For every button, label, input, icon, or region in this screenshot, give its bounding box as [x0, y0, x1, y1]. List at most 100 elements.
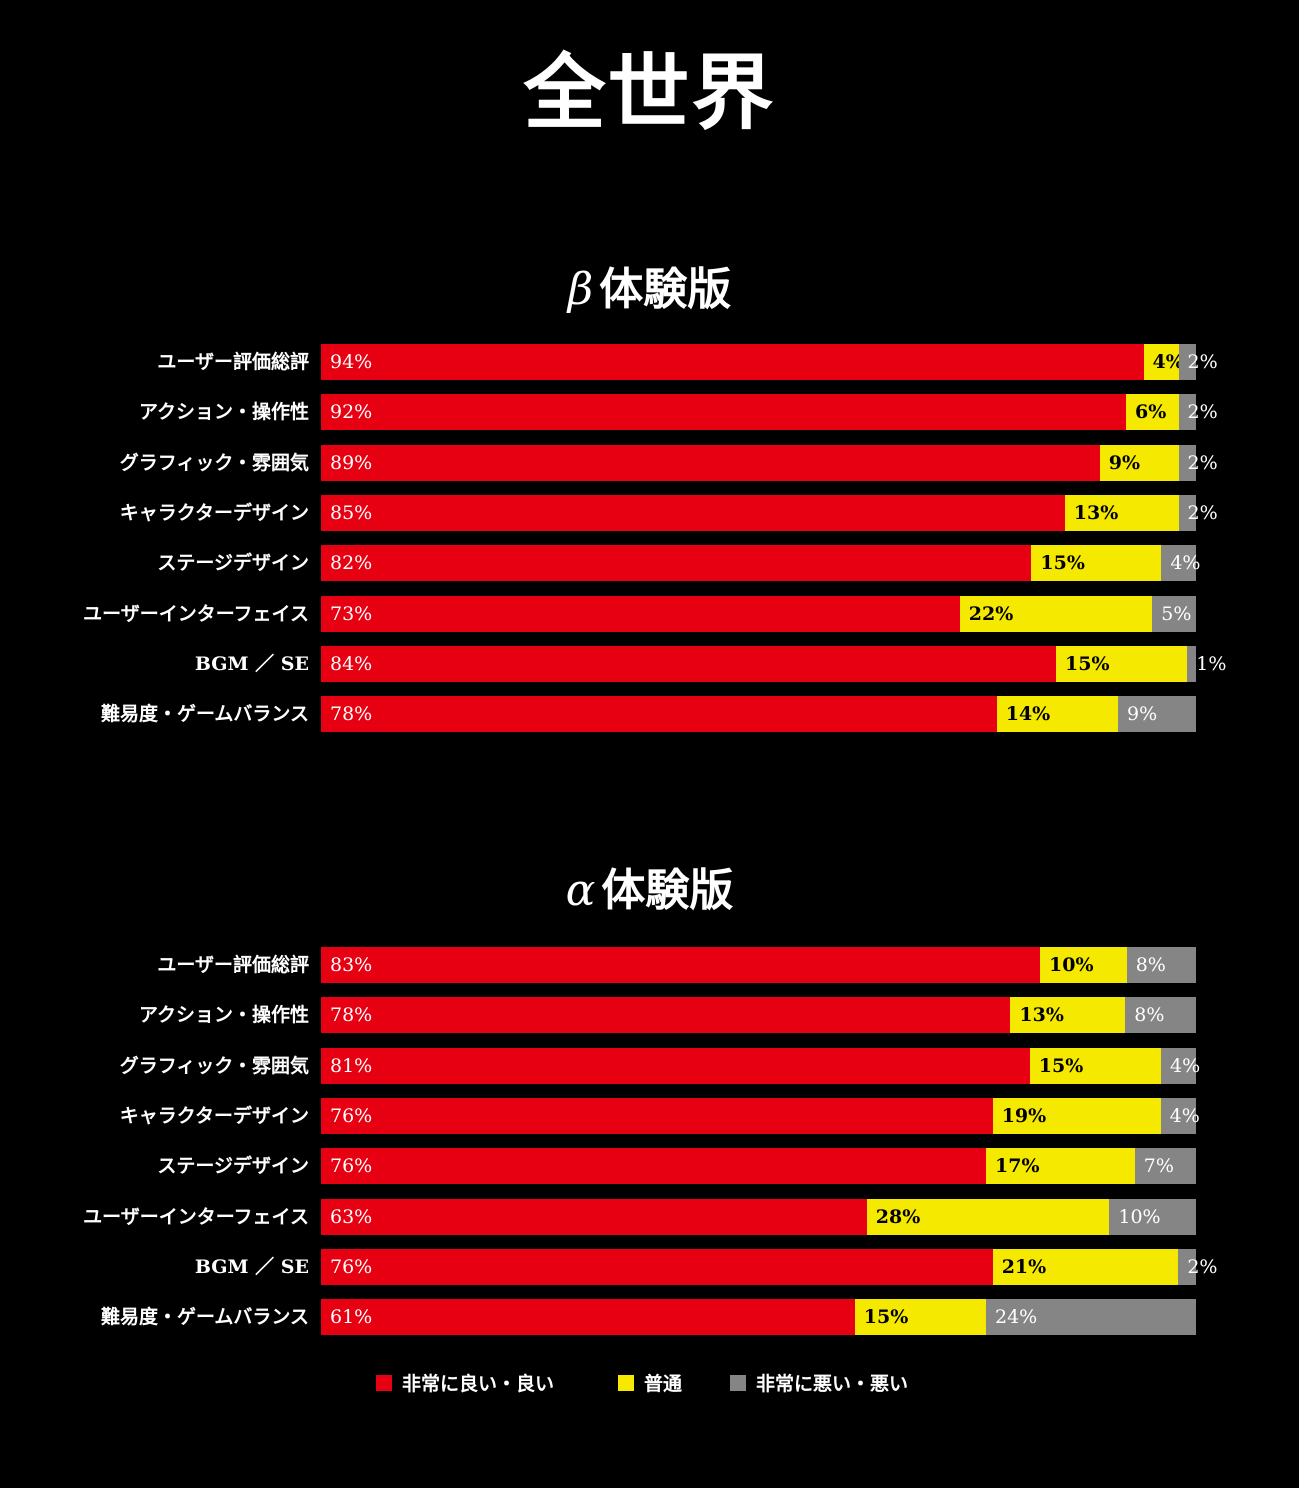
data-label-good: 63% [330, 1205, 373, 1228]
data-label-neutral: 15% [1038, 1054, 1084, 1077]
data-label-neutral: 6% [1135, 401, 1167, 424]
bar-segment-bad [1160, 1097, 1196, 1134]
bar-segment-neutral [1010, 997, 1126, 1034]
category-label: BGM ／ SE [194, 1255, 309, 1278]
bar-segment-bad [1118, 696, 1196, 733]
bar-segment-good [321, 344, 1144, 380]
stacked-bar: 89% 9% 2% [321, 444, 1218, 481]
category-label: ユーザー評価総評 [157, 954, 309, 976]
stacked-bar: 81% 15% 4% [321, 1047, 1200, 1084]
stacked-bar: 85% 13% 2% [321, 494, 1218, 531]
category-label: キャラクターデザイン [119, 1104, 309, 1127]
legend-swatch-neutral [618, 1375, 634, 1391]
bar-segment-neutral [996, 696, 1119, 733]
legend-swatch-bad [730, 1375, 746, 1391]
data-label-good: 61% [330, 1306, 373, 1329]
bar-segment-bad [1134, 1148, 1196, 1185]
data-label-neutral: 28% [875, 1205, 921, 1228]
bar-segment-bad [1178, 394, 1196, 431]
bar-row: アクション・操作性 92% 6% 2% [0, 394, 1299, 431]
data-label-bad: 4% [1170, 552, 1201, 575]
bar-segment-neutral [1064, 494, 1179, 531]
data-label-bad: 5% [1161, 602, 1192, 625]
data-label-bad: 10% [1118, 1205, 1161, 1228]
stacked-bar: 82% 15% 4% [321, 545, 1201, 582]
data-label-bad: 4% [1170, 1054, 1201, 1077]
data-label-good: 76% [330, 1104, 373, 1127]
data-label-good: 81% [330, 1054, 373, 1077]
bar-segment-neutral [1126, 394, 1179, 431]
data-label-neutral: 13% [1073, 501, 1119, 524]
data-label-good: 92% [330, 401, 373, 424]
bar-segment-bad [1126, 947, 1196, 983]
category-label: キャラクターデザイン [119, 501, 309, 524]
bar-segment-bad [1178, 494, 1196, 531]
bar-segment-bad [1125, 997, 1196, 1034]
bar-segment-neutral [959, 595, 1153, 632]
stacked-bar: 78% 14% 9% [321, 696, 1196, 733]
stacked-bar: 73% 22% 5% [321, 595, 1196, 632]
legend-label-bad: 非常に悪い・悪い [756, 1373, 909, 1395]
stacked-bar: 76% 21% 2% [321, 1248, 1217, 1285]
data-label-neutral: 21% [1001, 1255, 1047, 1278]
category-label: 難易度・ゲームバランス [100, 1306, 309, 1329]
page-title: 全世界 [523, 45, 776, 141]
stacked-bar: 76% 17% 7% [321, 1148, 1196, 1185]
bar-segment-good [321, 997, 1011, 1034]
chart-title-1: α 体験版 [0, 869, 1299, 913]
bar-segment-bad [1161, 545, 1196, 582]
bar-segment-bad [1161, 1047, 1196, 1084]
chart-title-greek: α [565, 865, 596, 916]
bar-segment-bad [1152, 595, 1196, 632]
data-label-good: 85% [330, 501, 373, 524]
chart-title-text: 体験版 [599, 264, 732, 315]
data-label-neutral: 13% [1019, 1004, 1064, 1027]
chart-title-greek: β [567, 264, 594, 315]
stacked-bar: 63% 28% 10% [321, 1198, 1196, 1235]
bar-segment-good [321, 545, 1032, 582]
bar-segment-neutral [1143, 344, 1179, 380]
chart-title-text: 体験版 [601, 865, 734, 916]
legend-swatch-good [376, 1375, 392, 1391]
bar-row: アクション・操作性 78% 13% 8% [0, 997, 1299, 1034]
bar-row: グラフィック・雰囲気 89% 9% 2% [0, 444, 1299, 481]
data-label-bad: 24% [995, 1306, 1038, 1329]
data-label-good: 84% [330, 652, 373, 675]
legend-item-good: 非常に良い・良い [376, 1373, 554, 1395]
bar-row: ユーザーインターフェイス 73% 22% 5% [0, 595, 1299, 632]
bar-row: 難易度・ゲームバランス 78% 14% 9% [0, 696, 1299, 733]
data-label-neutral: 19% [1001, 1104, 1047, 1127]
legend-item-neutral: 普通 [618, 1373, 682, 1395]
bar-segment-neutral [992, 1248, 1179, 1285]
stacked-bar: 83% 10% 8% [321, 947, 1196, 983]
stacked-bar: 92% 6% 2% [321, 394, 1218, 431]
category-label: グラフィック・雰囲気 [119, 451, 309, 474]
bar-row: ユーザーインターフェイス 63% 28% 10% [0, 1198, 1299, 1235]
data-label-neutral: 4% [1152, 351, 1184, 373]
bar-segment-neutral [1031, 545, 1162, 582]
data-label-neutral: 15% [1040, 552, 1085, 575]
bar-segment-good [321, 394, 1126, 431]
chart-title-0: β 体験版 [0, 268, 1299, 312]
data-label-neutral: 15% [863, 1306, 909, 1329]
data-label-bad: 2% [1187, 451, 1218, 474]
data-label-bad: 4% [1169, 1104, 1200, 1127]
category-label: アクション・操作性 [138, 1004, 309, 1027]
bar-segment-bad [1109, 1198, 1196, 1235]
bar-segment-bad [1178, 444, 1196, 481]
bar-row: キャラクターデザイン 85% 13% 2% [0, 494, 1299, 531]
bar-row: ユーザー評価総評 94% 4% 2% [0, 344, 1299, 380]
data-label-good: 94% [330, 351, 373, 373]
data-label-neutral: 22% [968, 602, 1014, 625]
data-label-good: 89% [330, 451, 373, 474]
category-label: ユーザー評価総評 [157, 351, 309, 373]
data-label-bad: 2% [1187, 401, 1218, 424]
data-label-bad: 8% [1134, 1004, 1165, 1027]
stacked-bar: 76% 19% 4% [321, 1097, 1200, 1134]
bar-segment-good [321, 645, 1056, 682]
bar-segment-neutral [854, 1299, 986, 1336]
data-label-neutral: 17% [995, 1155, 1040, 1178]
data-label-bad: 9% [1127, 703, 1158, 726]
data-label-bad: 2% [1187, 501, 1218, 524]
bar-segment-good [321, 595, 960, 632]
